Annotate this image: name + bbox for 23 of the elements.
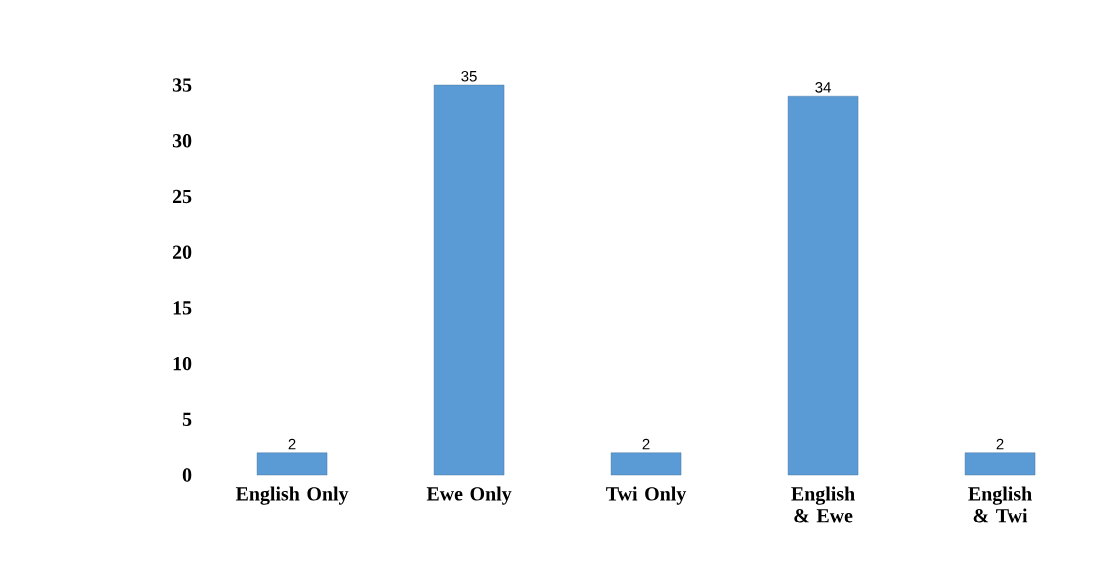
bar <box>964 452 1036 476</box>
y-tick-label: 5 <box>182 412 192 426</box>
bar <box>256 452 328 476</box>
data-label: 2 <box>642 438 650 450</box>
x-tick-label: Ewe Only <box>426 486 512 505</box>
data-label: 34 <box>815 82 831 93</box>
y-tick-label: 35 <box>172 78 192 92</box>
y-tick-label: 20 <box>172 245 192 259</box>
x-tick-label: English & Ewe <box>791 486 855 523</box>
bar <box>433 84 505 476</box>
bar <box>610 452 682 476</box>
x-tick-label: English Only <box>235 486 349 505</box>
y-tick-label: 0 <box>182 468 192 482</box>
y-tick-label: 25 <box>172 189 192 204</box>
data-label: 2 <box>996 438 1004 450</box>
y-tick-label: 15 <box>173 301 192 315</box>
data-label: 2 <box>288 438 296 450</box>
y-tick-label: 30 <box>172 134 192 148</box>
x-tick-label: Twi Only <box>606 486 687 505</box>
x-tick-label: English & Twi <box>968 486 1032 523</box>
data-label: 35 <box>461 70 477 82</box>
y-tick-label: 10 <box>173 356 192 371</box>
bar <box>787 95 859 476</box>
